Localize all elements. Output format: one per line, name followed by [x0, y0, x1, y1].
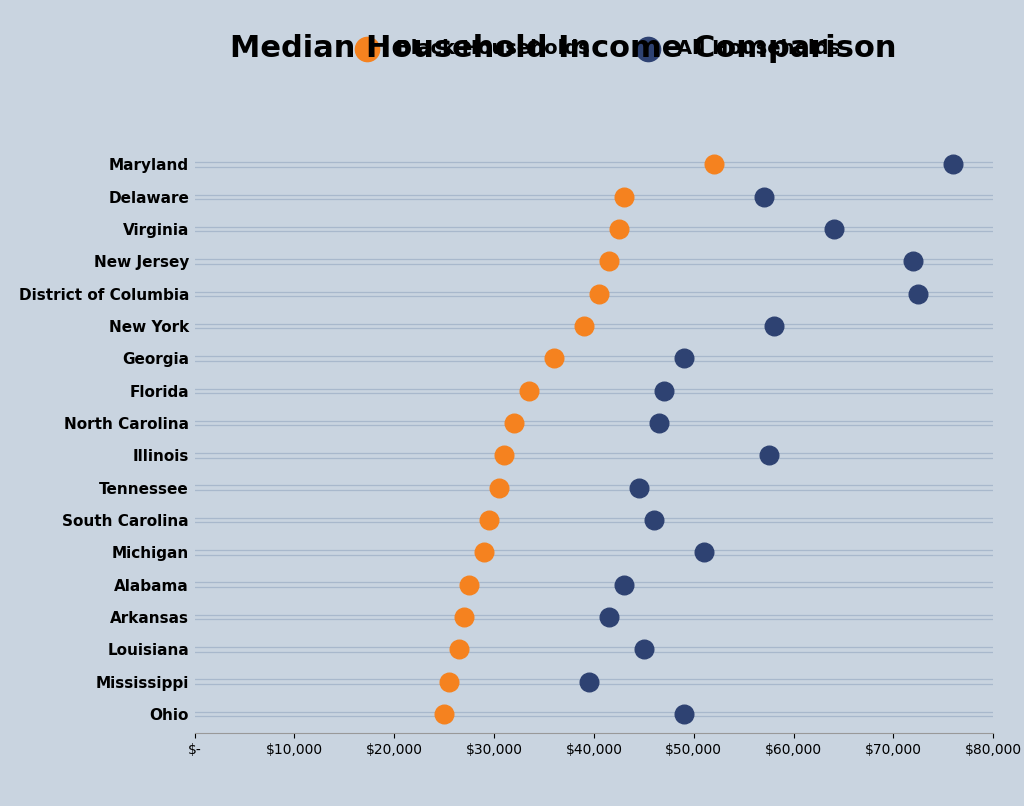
Black Households: [481, 513, 498, 526]
All Households: [905, 255, 922, 268]
Text: Median Household Income Comparison: Median Household Income Comparison: [230, 34, 896, 63]
All Households: [636, 643, 652, 656]
Black Households: [441, 675, 458, 688]
All Households: [695, 546, 712, 559]
All Households: [631, 481, 647, 494]
All Households: [650, 417, 667, 430]
Black Households: [496, 449, 512, 462]
Black Households: [490, 481, 507, 494]
Black Households: [456, 611, 472, 624]
Black Households: [506, 417, 522, 430]
All Households: [615, 578, 632, 591]
Legend: Black Households, All Households: Black Households, All Households: [340, 31, 848, 66]
Black Households: [451, 643, 467, 656]
Black Households: [706, 158, 722, 171]
Black Households: [575, 320, 592, 333]
Black Households: [591, 288, 607, 301]
Black Households: [546, 352, 562, 365]
All Households: [581, 675, 597, 688]
Black Households: [476, 546, 493, 559]
All Households: [646, 513, 663, 526]
Black Households: [461, 578, 477, 591]
All Households: [825, 222, 842, 235]
All Households: [761, 449, 777, 462]
Black Households: [601, 255, 617, 268]
All Households: [945, 158, 962, 171]
All Households: [676, 352, 692, 365]
All Households: [655, 384, 672, 397]
Black Households: [610, 222, 627, 235]
All Households: [601, 611, 617, 624]
Black Households: [521, 384, 538, 397]
Black Households: [615, 190, 632, 203]
All Households: [766, 320, 782, 333]
Black Households: [436, 708, 453, 721]
All Households: [910, 288, 927, 301]
All Households: [756, 190, 772, 203]
All Households: [676, 708, 692, 721]
